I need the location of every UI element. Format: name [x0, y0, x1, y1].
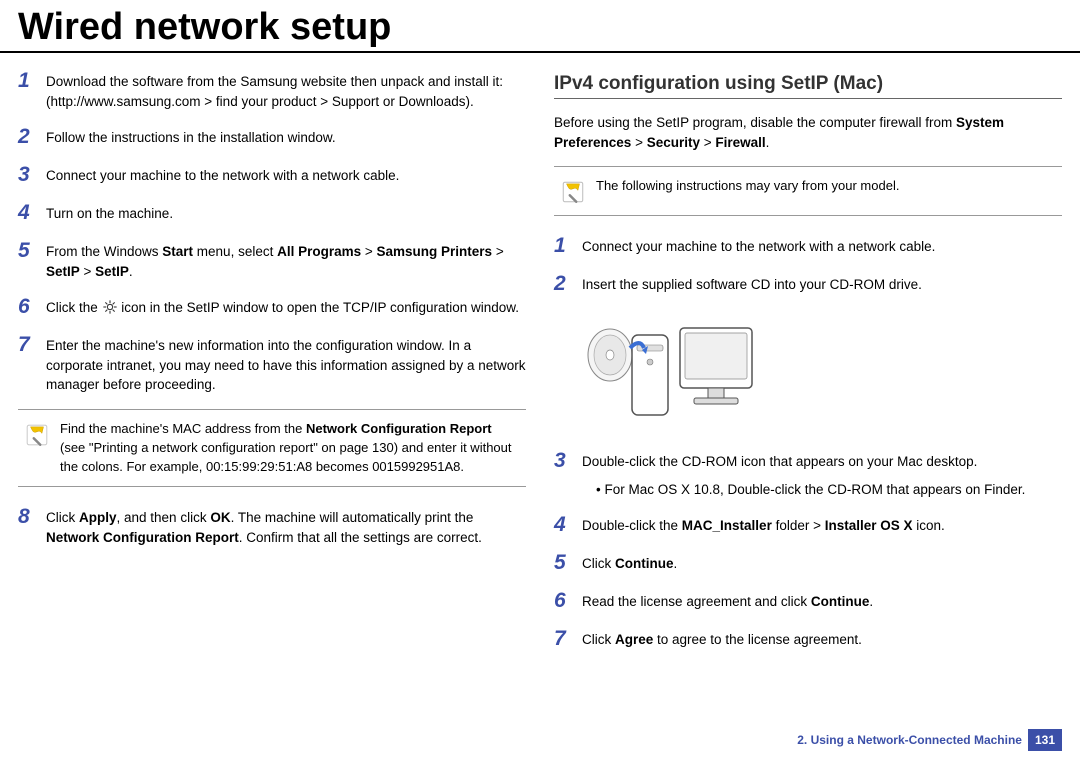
- step-number: 4: [554, 513, 582, 537]
- cd-insert-illustration: [554, 310, 1062, 435]
- step-1: 1Connect your machine to the network wit…: [554, 234, 1062, 258]
- step-7: 7Enter the machine's new information int…: [18, 333, 526, 395]
- step-number: 6: [554, 589, 582, 613]
- right-column: IPv4 configuration using SetIP (Mac) Bef…: [554, 69, 1062, 665]
- step-body: Turn on the machine.: [46, 201, 526, 224]
- step-4: 4Double-click the MAC_Installer folder >…: [554, 513, 1062, 537]
- step-number: 1: [554, 234, 582, 258]
- step-number: 6: [18, 295, 46, 319]
- step-body: Double-click the CD-ROM icon that appear…: [582, 449, 1062, 499]
- footer-chapter: 2. Using a Network-Connected Machine: [797, 733, 1022, 747]
- step-body: Click the icon in the SetIP window to op…: [46, 295, 526, 318]
- step-number: 1: [18, 69, 46, 93]
- step-number: 2: [554, 272, 582, 296]
- gear-icon: [102, 299, 118, 315]
- step-body: Double-click the MAC_Installer folder > …: [582, 513, 1062, 536]
- note-text: Find the machine's MAC address from the …: [60, 420, 520, 477]
- step-7: 7Click Agree to agree to the license agr…: [554, 627, 1062, 651]
- step-6: 6Read the license agreement and click Co…: [554, 589, 1062, 613]
- section-underline: [554, 98, 1062, 99]
- step-body: Enter the machine's new information into…: [46, 333, 526, 395]
- title-underline: [0, 51, 1080, 53]
- step-4: 4Turn on the machine.: [18, 201, 526, 225]
- section-heading: IPv4 configuration using SetIP (Mac): [554, 69, 1062, 95]
- note-icon: [560, 179, 586, 205]
- step-sub: For Mac OS X 10.8, Double-click the CD-R…: [582, 480, 1062, 500]
- step-number: 2: [18, 125, 46, 149]
- step-body: Download the software from the Samsung w…: [46, 69, 526, 111]
- step-number: 5: [18, 239, 46, 263]
- section-intro: Before using the SetIP program, disable …: [554, 113, 1062, 152]
- step-number: 8: [18, 505, 46, 529]
- step-body: Click Apply, and then click OK. The mach…: [46, 505, 526, 547]
- step-6: 6Click the icon in the SetIP window to o…: [18, 295, 526, 319]
- step-body: Follow the instructions in the installat…: [46, 125, 526, 148]
- step-8: 8 Click Apply, and then click OK. The ma…: [18, 505, 526, 547]
- step-number: 7: [18, 333, 46, 357]
- step-number: 5: [554, 551, 582, 575]
- step-body: Connect your machine to the network with…: [582, 234, 1062, 257]
- footer-page-number: 131: [1028, 729, 1062, 751]
- step-number: 7: [554, 627, 582, 651]
- step-body: Connect your machine to the network with…: [46, 163, 526, 186]
- step-2: 2Follow the instructions in the installa…: [18, 125, 526, 149]
- step-body: Read the license agreement and click Con…: [582, 589, 1062, 612]
- page-footer: 2. Using a Network-Connected Machine 131: [797, 729, 1062, 751]
- step-5: 5From the Windows Start menu, select All…: [18, 239, 526, 281]
- step-5: 5Click Continue.: [554, 551, 1062, 575]
- step-2: 2Insert the supplied software CD into yo…: [554, 272, 1062, 296]
- step-number: 3: [554, 449, 582, 473]
- step-3: 3Double-click the CD-ROM icon that appea…: [554, 449, 1062, 499]
- step-number: 4: [18, 201, 46, 225]
- content-columns: 1 Download the software from the Samsung…: [0, 69, 1080, 665]
- step-body: Click Continue.: [582, 551, 1062, 574]
- step-body: Click Agree to agree to the license agre…: [582, 627, 1062, 650]
- step-number: 3: [18, 163, 46, 187]
- note-text: The following instructions may vary from…: [596, 177, 1056, 196]
- step-body: From the Windows Start menu, select All …: [46, 239, 526, 281]
- step-3: 3Connect your machine to the network wit…: [18, 163, 526, 187]
- mac-address-note: Find the machine's MAC address from the …: [18, 409, 526, 488]
- left-column: 1 Download the software from the Samsung…: [18, 69, 526, 665]
- note-icon: [24, 422, 50, 448]
- model-vary-note: The following instructions may vary from…: [554, 166, 1062, 216]
- step-body: Insert the supplied software CD into you…: [582, 272, 1062, 295]
- step-1: 1 Download the software from the Samsung…: [18, 69, 526, 111]
- page-title: Wired network setup: [0, 0, 1080, 51]
